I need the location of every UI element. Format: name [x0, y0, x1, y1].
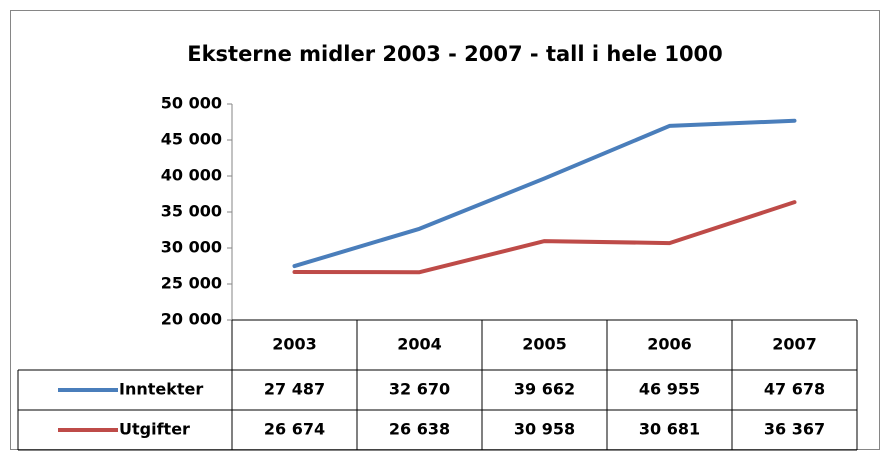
table-value: 39 662	[514, 380, 575, 399]
y-tick-label: 35 000	[161, 202, 222, 221]
table-value: 46 955	[639, 380, 700, 399]
table-value: 32 670	[389, 380, 450, 399]
x-tick-label: 2007	[772, 335, 817, 354]
table-value: 26 638	[389, 420, 450, 439]
chart-title: Eksterne midler 2003 - 2007 - tall i hel…	[187, 42, 723, 66]
x-tick-label: 2004	[397, 335, 442, 354]
table-value: 26 674	[264, 420, 325, 439]
x-tick-label: 2006	[647, 335, 692, 354]
table-value: 47 678	[764, 380, 825, 399]
y-tick-label: 45 000	[161, 130, 222, 149]
table-value: 30 958	[514, 420, 575, 439]
table-value: 27 487	[264, 380, 325, 399]
chart-border	[10, 10, 880, 450]
series-line	[292, 200, 797, 275]
x-tick-label: 2005	[522, 335, 567, 354]
y-tick-label: 25 000	[161, 274, 222, 293]
series-line	[292, 118, 797, 269]
legend-label: Utgifter	[119, 420, 190, 439]
y-tick-label: 50 000	[161, 94, 222, 113]
legend-label: Inntekter	[119, 380, 203, 399]
y-tick-label: 20 000	[161, 310, 222, 329]
y-tick-label: 30 000	[161, 238, 222, 257]
table-value: 30 681	[639, 420, 700, 439]
table-value: 36 367	[764, 420, 825, 439]
y-tick-label: 40 000	[161, 166, 222, 185]
x-tick-label: 2003	[272, 335, 317, 354]
